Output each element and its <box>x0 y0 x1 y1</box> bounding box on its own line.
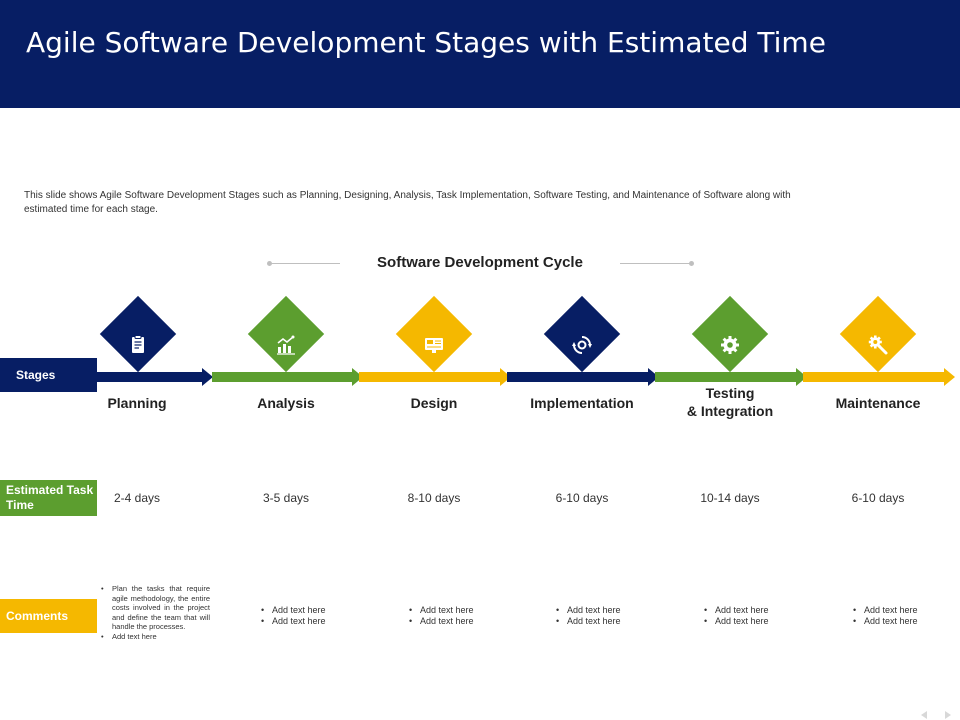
comments-planning: Plan the tasks that require agile method… <box>98 584 210 641</box>
stage-name-testing: Testing & Integration <box>655 384 805 420</box>
comment-item: Add text here <box>850 616 918 628</box>
wrench-gear-icon <box>863 330 893 360</box>
comment-item: Add text here <box>553 616 621 628</box>
decor-line-left <box>270 263 340 264</box>
prev-slide-icon[interactable] <box>920 706 928 719</box>
comment-item: Add text here <box>258 616 326 628</box>
comment-item: Add text here <box>553 605 621 617</box>
stage-name-testing-line1: Testing <box>705 385 755 401</box>
comments-testing: Add text here Add text here <box>701 605 769 628</box>
stage-arrow-maintenance <box>803 368 956 386</box>
next-slide-icon[interactable] <box>944 706 952 719</box>
comment-item: Add text here <box>850 605 918 617</box>
time-testing: 10-14 days <box>700 491 760 505</box>
clipboard-icon <box>123 330 153 360</box>
decor-dot-left <box>267 261 272 266</box>
comment-item: Add text here <box>258 605 326 617</box>
stage-name-design: Design <box>410 395 458 411</box>
stage-name-planning: Planning <box>107 395 167 411</box>
stage-name-implementation: Implementation <box>530 395 634 411</box>
stage-arrow-planning <box>97 368 214 386</box>
time-planning: 2-4 days <box>113 491 161 505</box>
comments-implementation: Add text here Add text here <box>553 605 621 628</box>
analysis-chart-icon <box>271 330 301 360</box>
decor-line-right <box>620 263 692 264</box>
stage-name-testing-line2: & Integration <box>686 403 774 419</box>
slide-description: This slide shows Agile Software Developm… <box>24 190 791 215</box>
comment-item: Add text here <box>701 605 769 617</box>
row-label-estimated-time: Estimated Task Time <box>0 480 97 516</box>
stage-arrow-testing <box>655 368 808 386</box>
settings-gear-icon <box>715 330 745 360</box>
cycle-gear-icon <box>567 330 597 360</box>
decor-dot-right <box>689 261 694 266</box>
time-implementation: 6-10 days <box>555 491 609 505</box>
stage-arrow-implementation <box>507 368 660 386</box>
comment-item: Plan the tasks that require agile method… <box>98 584 210 632</box>
cycle-title: Software Development Cycle <box>377 254 583 271</box>
comment-item: Add text here <box>98 632 210 642</box>
time-maintenance: 6-10 days <box>851 491 905 505</box>
row-label-stages: Stages <box>0 358 97 392</box>
comment-item: Add text here <box>406 605 474 617</box>
comment-item: Add text here <box>701 616 769 628</box>
design-monitor-icon <box>419 330 449 360</box>
page-title: Agile Software Development Stages with E… <box>26 26 826 59</box>
comment-item: Add text here <box>406 616 474 628</box>
time-design: 8-10 days <box>407 491 461 505</box>
comments-design: Add text here Add text here <box>406 605 474 628</box>
stage-name-maintenance: Maintenance <box>835 395 921 411</box>
comments-maintenance: Add text here Add text here <box>850 605 918 628</box>
row-label-comments: Comments <box>0 599 97 633</box>
stage-arrow-analysis <box>212 368 364 386</box>
stage-name-analysis: Analysis <box>257 395 315 411</box>
comments-analysis: Add text here Add text here <box>258 605 326 628</box>
stage-arrow-design <box>359 368 512 386</box>
title-bar: Agile Software Development Stages with E… <box>0 0 960 108</box>
time-analysis: 3-5 days <box>262 491 310 505</box>
